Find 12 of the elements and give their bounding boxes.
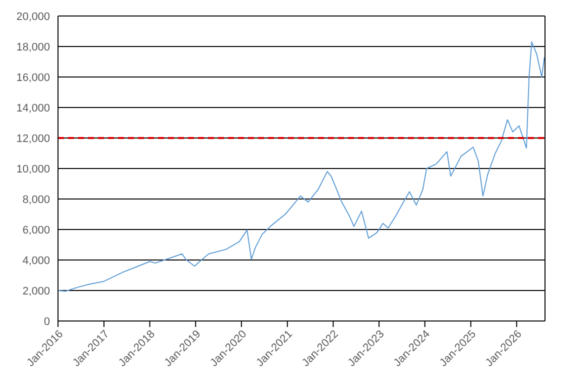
y-tick-label: 2,000: [22, 285, 50, 298]
y-tick-label: 16,000: [16, 72, 50, 84]
y-tick-label: 6,000: [22, 224, 50, 236]
line-series: [58, 41, 545, 292]
y-tick-label: 8,000: [22, 194, 50, 206]
y-tick-label: 18,000: [16, 41, 50, 54]
y-tick-label: 4,000: [22, 254, 50, 267]
y-tick-label: 12,000: [16, 132, 50, 145]
y-tick-label: 10,000: [16, 163, 50, 176]
y-tick-label: 14,000: [16, 102, 50, 114]
y-tick-label: 0: [44, 316, 50, 328]
y-tick-label: 20,000: [16, 10, 50, 23]
